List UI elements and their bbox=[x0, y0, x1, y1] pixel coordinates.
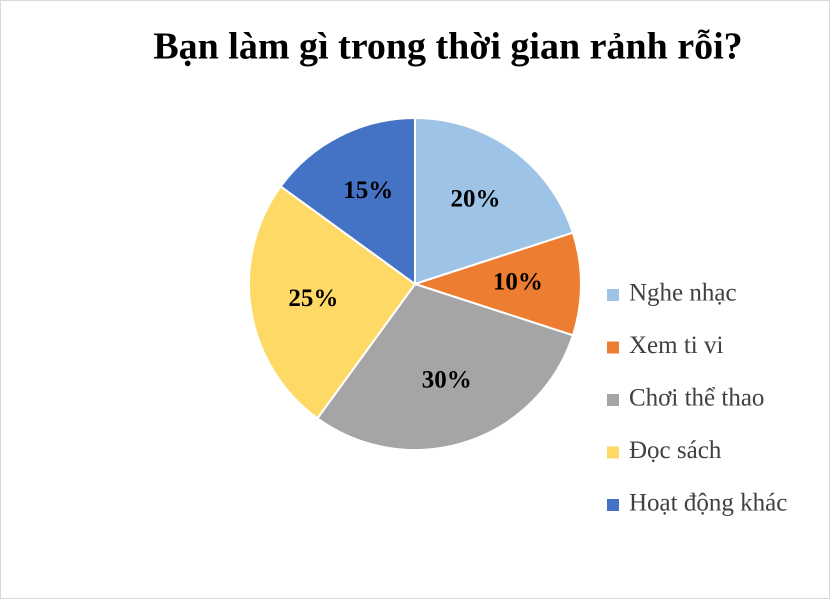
pie-slice bbox=[248, 185, 417, 420]
data-label: 30% bbox=[422, 367, 472, 394]
pie-slice bbox=[414, 116, 575, 286]
legend-swatch bbox=[607, 499, 619, 511]
legend-swatch bbox=[607, 394, 619, 406]
legend-label: Chơi thể thao bbox=[629, 385, 764, 412]
data-label: 20% bbox=[450, 185, 500, 212]
legend-swatch bbox=[607, 289, 619, 301]
legend-label: Nghe nhạc bbox=[629, 280, 737, 307]
legend-label: Đọc sách bbox=[629, 437, 722, 464]
chart-title: Bạn làm gì trong thời gian rảnh rỗi? bbox=[153, 26, 742, 68]
pie-slice bbox=[316, 282, 575, 451]
pie-slice bbox=[411, 231, 582, 337]
data-label: 25% bbox=[288, 285, 338, 312]
pie-slice bbox=[279, 116, 416, 286]
legend-swatch bbox=[607, 341, 619, 354]
data-label: 10% bbox=[493, 269, 543, 296]
legend-label: Xem ti vi bbox=[629, 332, 723, 359]
legend-swatch bbox=[607, 446, 619, 459]
legend-label: Hoạt động khác bbox=[629, 490, 787, 517]
data-label: 15% bbox=[343, 177, 393, 204]
